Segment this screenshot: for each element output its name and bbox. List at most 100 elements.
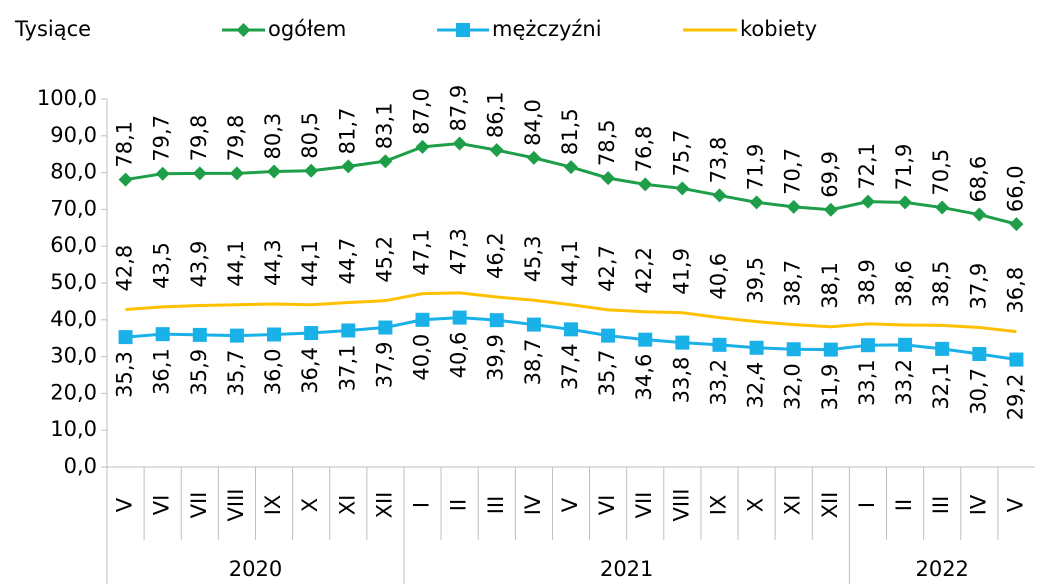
- data-label: 32,0: [781, 363, 805, 410]
- data-label: 39,5: [744, 257, 768, 304]
- data-label: 66,0: [1003, 165, 1027, 212]
- marker: [267, 327, 282, 342]
- data-label: 43,9: [187, 241, 211, 288]
- data-label: 41,9: [669, 248, 693, 295]
- x-tick-label: VIII: [224, 489, 248, 522]
- group-label: 2020: [229, 557, 282, 581]
- marker: [601, 171, 616, 186]
- x-tick-label: I: [410, 502, 434, 508]
- group-label: 2021: [600, 557, 653, 581]
- data-label: 73,8: [706, 137, 730, 184]
- x-tick-label: V: [558, 497, 582, 512]
- data-label: 31,9: [818, 364, 842, 411]
- data-label: 33,8: [669, 357, 693, 404]
- data-label: 84,0: [521, 99, 545, 146]
- data-label: 71,9: [744, 144, 768, 191]
- data-label: 70,5: [929, 149, 953, 196]
- data-label: 46,2: [484, 232, 508, 279]
- x-tick-label: XI: [781, 495, 805, 516]
- marker: [236, 23, 251, 37]
- data-label: 81,7: [335, 108, 359, 155]
- marker: [304, 326, 319, 341]
- data-label: 37,9: [966, 263, 990, 310]
- data-label: 71,9: [892, 144, 916, 191]
- data-label: 72,1: [855, 143, 879, 190]
- y-tick-label: 100,0: [37, 86, 97, 110]
- y-tick-label: 40,0: [50, 307, 97, 331]
- marker: [823, 202, 838, 217]
- data-label: 45,2: [372, 236, 396, 283]
- y-tick-label: 60,0: [50, 233, 97, 257]
- data-label: 38,7: [521, 339, 545, 386]
- marker: [564, 160, 578, 175]
- x-tick-label: V: [1003, 497, 1027, 512]
- marker: [786, 199, 801, 214]
- legend-label: mężczyźni: [492, 17, 602, 41]
- marker: [712, 188, 727, 203]
- x-tick-label: XI: [335, 495, 359, 516]
- data-label: 44,7: [335, 238, 359, 285]
- marker: [972, 347, 987, 362]
- x-tick-label: X: [744, 498, 768, 512]
- data-label: 40,6: [447, 332, 471, 379]
- data-label: 40,0: [410, 334, 434, 381]
- data-label: 43,5: [150, 242, 174, 289]
- data-label: 29,2: [1003, 374, 1027, 421]
- x-tick-label: II: [892, 499, 916, 511]
- marker: [456, 23, 470, 37]
- marker: [898, 337, 913, 352]
- data-label: 38,6: [892, 260, 916, 307]
- x-tick-label: VII: [187, 492, 211, 519]
- marker: [192, 166, 207, 181]
- data-label: 42,8: [113, 245, 137, 292]
- marker: [452, 310, 467, 325]
- y-unit: Tysiące: [14, 17, 91, 41]
- marker: [638, 332, 653, 347]
- y-tick-label: 30,0: [50, 344, 97, 368]
- marker: [341, 323, 356, 338]
- data-label: 38,1: [818, 262, 842, 309]
- data-label: 37,9: [372, 342, 396, 389]
- data-label: 36,4: [298, 347, 322, 394]
- data-label: 39,9: [484, 334, 508, 381]
- data-label: 44,1: [224, 240, 248, 287]
- marker: [415, 139, 430, 154]
- marker: [675, 335, 690, 350]
- marker: [1009, 217, 1024, 232]
- data-label: 37,1: [335, 344, 359, 391]
- marker: [786, 342, 801, 357]
- marker: [267, 164, 282, 179]
- marker: [118, 172, 133, 187]
- data-label: 83,1: [372, 102, 396, 149]
- data-label: 40,6: [706, 253, 730, 300]
- marker: [489, 313, 504, 328]
- marker: [898, 195, 913, 210]
- marker: [118, 330, 133, 345]
- data-label: 33,2: [892, 359, 916, 406]
- x-tick-label: IX: [261, 495, 285, 516]
- data-label: 36,0: [261, 349, 285, 396]
- y-tick-label: 90,0: [50, 123, 97, 147]
- data-label: 47,3: [447, 228, 471, 275]
- y-tick-label: 10,0: [50, 417, 97, 441]
- x-tick-label: III: [929, 496, 953, 515]
- legend-label: kobiety: [740, 17, 817, 41]
- data-label: 38,5: [929, 261, 953, 308]
- marker: [860, 194, 875, 209]
- data-label: 42,7: [595, 245, 619, 292]
- x-tick-label: XII: [372, 492, 396, 519]
- x-tick-label: X: [298, 498, 322, 512]
- marker: [155, 327, 170, 342]
- data-label: 80,3: [261, 113, 285, 160]
- data-label: 87,9: [447, 85, 471, 132]
- data-label: 69,9: [818, 151, 842, 198]
- marker: [304, 163, 319, 178]
- data-label: 75,7: [669, 130, 693, 177]
- marker: [823, 342, 838, 357]
- data-label: 45,3: [521, 236, 545, 283]
- data-label: 38,9: [855, 259, 879, 306]
- x-tick-label: XII: [818, 492, 842, 519]
- y-tick-label: 0,0: [64, 454, 97, 478]
- data-label: 78,5: [595, 119, 619, 166]
